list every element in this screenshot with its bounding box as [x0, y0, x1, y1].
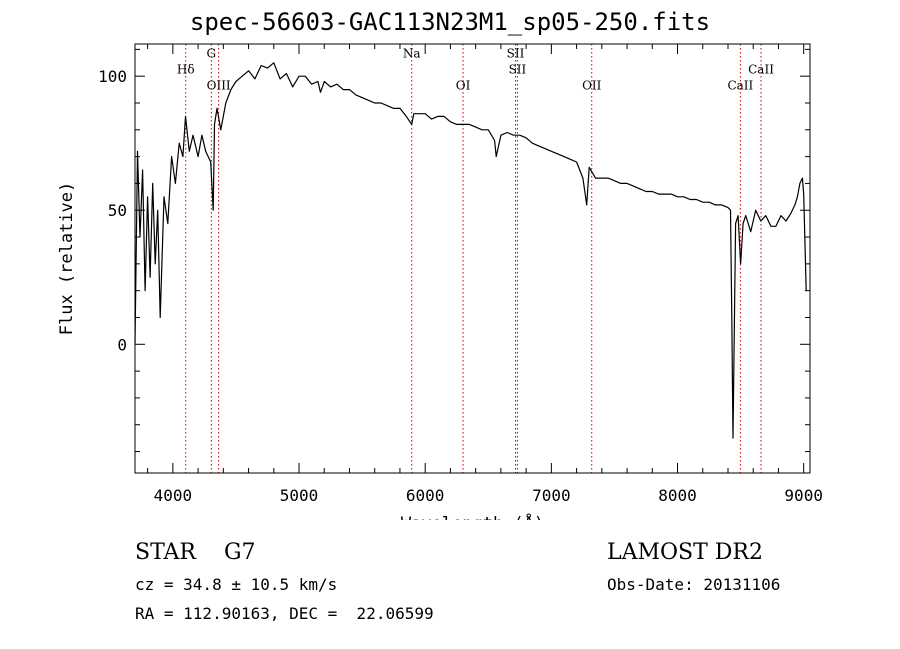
y-tick-label: 0 — [117, 335, 127, 354]
line-label-7: OII — [582, 79, 602, 93]
redshift-velocity: cz = 34.8 ± 10.5 km/s — [135, 575, 338, 594]
y-tick-label: 100 — [98, 67, 127, 86]
observation-date: Obs-Date: 20131106 — [607, 575, 781, 594]
y-tick-label: 50 — [108, 201, 127, 220]
chart-title: spec-56603-GAC113N23M1_sp05-250.fits — [189, 8, 711, 36]
line-label-6: SII — [509, 62, 527, 76]
x-tick-label: 5000 — [280, 486, 319, 505]
sky-coordinates: RA = 112.90163, DEC = 22.06599 — [135, 604, 434, 623]
survey-name: LAMOST DR2 — [607, 540, 763, 565]
x-tick-label: 9000 — [784, 486, 823, 505]
spectrum-line — [134, 62, 807, 439]
line-label-2: OIII — [207, 79, 231, 93]
x-axis-label: Wavelength (Å) — [401, 512, 544, 520]
line-label-0: Hδ — [177, 62, 195, 76]
spectrum-chart: Hδ G OIII Na OI SII SII OII CaII CaII 4000 5000 6000… — [57, 43, 823, 520]
line-label-5: SII — [507, 46, 525, 60]
line-label-3: Na — [403, 46, 421, 60]
line-label-8: CaII — [727, 79, 753, 93]
x-tick-label: 6000 — [406, 486, 445, 505]
x-tick-label: 7000 — [532, 486, 571, 505]
line-label-9: CaII — [748, 62, 774, 76]
x-tick-label: 8000 — [658, 486, 697, 505]
plot-frame — [134, 43, 811, 474]
object-class: STAR G7 — [135, 540, 256, 565]
line-label-4: OI — [456, 79, 471, 93]
y-axis-label: Flux (relative) — [57, 182, 77, 336]
line-label-1: G — [207, 46, 217, 60]
x-tick-label: 4000 — [154, 486, 193, 505]
